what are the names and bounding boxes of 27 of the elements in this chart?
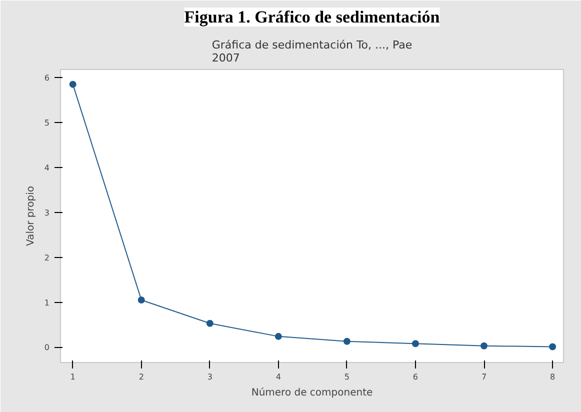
point	[412, 340, 419, 348]
y-tick-label: 5	[44, 118, 50, 128]
x-tick-label: 7	[481, 372, 487, 382]
y-axis-title: Valor propio	[25, 186, 36, 246]
point	[480, 342, 488, 350]
chart-title: Figura 1. Gráfico de sedimentación	[184, 8, 440, 26]
y-tick-label: 0	[44, 343, 50, 352]
point	[274, 332, 282, 340]
point	[138, 296, 145, 304]
y-tick-label: 4	[44, 163, 50, 172]
chart-subtitle: Gráfica de sedimentación To, ..., Pae 2007	[212, 38, 412, 64]
y-tick-label: 2	[44, 253, 50, 262]
point	[206, 320, 214, 327]
x-tick-label: 6	[412, 372, 418, 382]
x-tick-label: 4	[276, 372, 281, 382]
y-tick-label: 3	[44, 208, 50, 218]
x-tick-label: 3	[207, 372, 212, 382]
point	[549, 343, 556, 350]
x-tick-label: 5	[344, 372, 350, 382]
y-tick-label: 6	[44, 74, 50, 83]
point	[69, 80, 76, 88]
x-tick-label: 8	[550, 372, 556, 382]
x-tick-label: 2	[138, 372, 144, 382]
x-tick-label: 1	[70, 372, 76, 382]
point	[343, 338, 350, 345]
y-tick-label: 1	[44, 298, 50, 308]
x-axis-title: Número de componente	[251, 388, 373, 398]
